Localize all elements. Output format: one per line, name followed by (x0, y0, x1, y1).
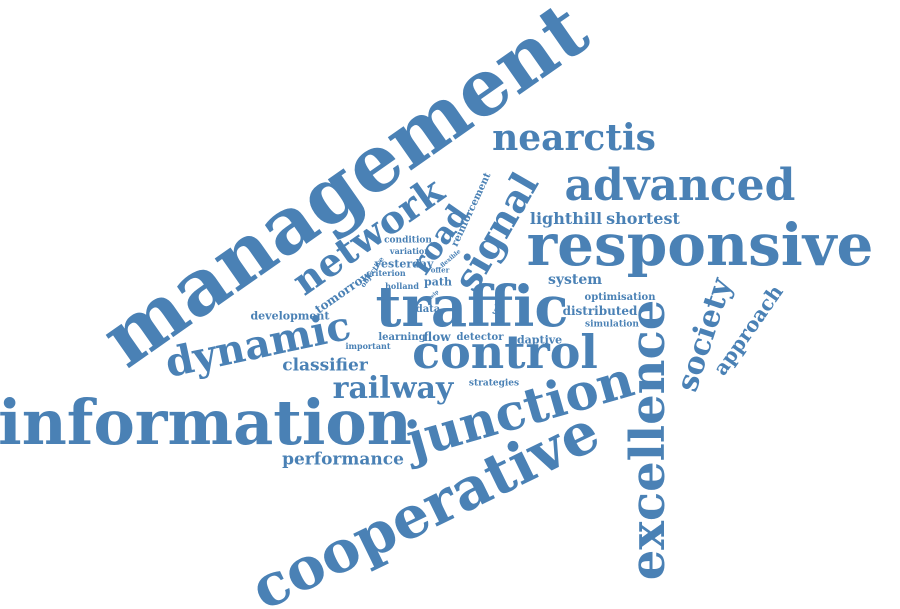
word-advanced: advanced (564, 160, 796, 211)
word-lighthill: lighthill (529, 209, 603, 228)
word-variation: variation (389, 246, 431, 256)
word-strategies: strategies (468, 378, 520, 389)
word-learning: learning (378, 332, 426, 343)
word-excellence: excellence (620, 299, 676, 581)
word-railway: railway (332, 371, 454, 406)
word-shortest: shortest (606, 209, 680, 228)
word-simulation: simulation (585, 319, 639, 330)
word-traffic: traffic (375, 274, 569, 340)
word-development: development (250, 309, 330, 323)
word-yesterday: yesterday (374, 257, 434, 271)
word-holland: holland (385, 281, 419, 291)
word-offer: offer (430, 265, 450, 275)
word-adaptive: adaptive (509, 333, 563, 347)
word-condition: condition (384, 235, 432, 246)
word-important: important (345, 341, 391, 351)
word-performance: performance (282, 449, 404, 470)
word-control: control (412, 325, 598, 379)
word-flow: flow (423, 330, 451, 344)
word-criterion: criterion (366, 268, 406, 278)
word-nearctis: nearctis (492, 117, 656, 159)
word-distributed: distributed (562, 304, 638, 318)
word-detector: detector (456, 332, 504, 343)
word-path: path (424, 275, 452, 289)
word-responsive: responsive (526, 211, 874, 279)
word-data: data (415, 304, 441, 315)
word-optimisation: optimisation (584, 292, 656, 303)
word-classifier: classifier (282, 355, 368, 376)
word-information: information (0, 386, 412, 459)
word-system: system (547, 272, 603, 288)
